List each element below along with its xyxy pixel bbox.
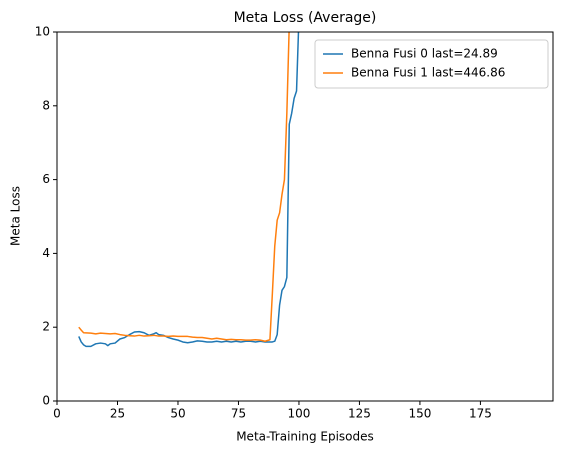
- y-axis-label: Meta Loss: [9, 186, 23, 246]
- x-tick-label: 75: [231, 407, 246, 421]
- y-tick-label: 0: [42, 394, 50, 408]
- legend-box: [314, 39, 549, 89]
- plot-area: [78, 32, 300, 348]
- legend-label: Benna Fusi 1 last=446.86: [351, 66, 505, 80]
- legend-label: Benna Fusi 0 last=24.89: [351, 47, 498, 61]
- x-tick-label: 125: [348, 407, 371, 421]
- chart-title: Meta Loss (Average): [234, 10, 377, 26]
- y-tick-label: 6: [42, 172, 50, 186]
- x-tick-label: 100: [287, 407, 310, 421]
- x-tick-label: 25: [110, 407, 125, 421]
- y-tick-label: 8: [42, 98, 50, 112]
- axes-frame: [56, 31, 554, 402]
- y-tick-label: 4: [42, 246, 50, 260]
- series-line: [78, 32, 300, 348]
- y-tick-label: 10: [35, 25, 50, 39]
- x-tick-label: 0: [53, 407, 61, 421]
- series-line: [78, 32, 290, 342]
- y-tick-label: 2: [42, 320, 50, 334]
- x-axis-label: Meta-Training Episodes: [236, 430, 374, 444]
- x-tick-label: 150: [408, 407, 431, 421]
- x-tick-label: 175: [469, 407, 492, 421]
- x-tick-label: 50: [170, 407, 185, 421]
